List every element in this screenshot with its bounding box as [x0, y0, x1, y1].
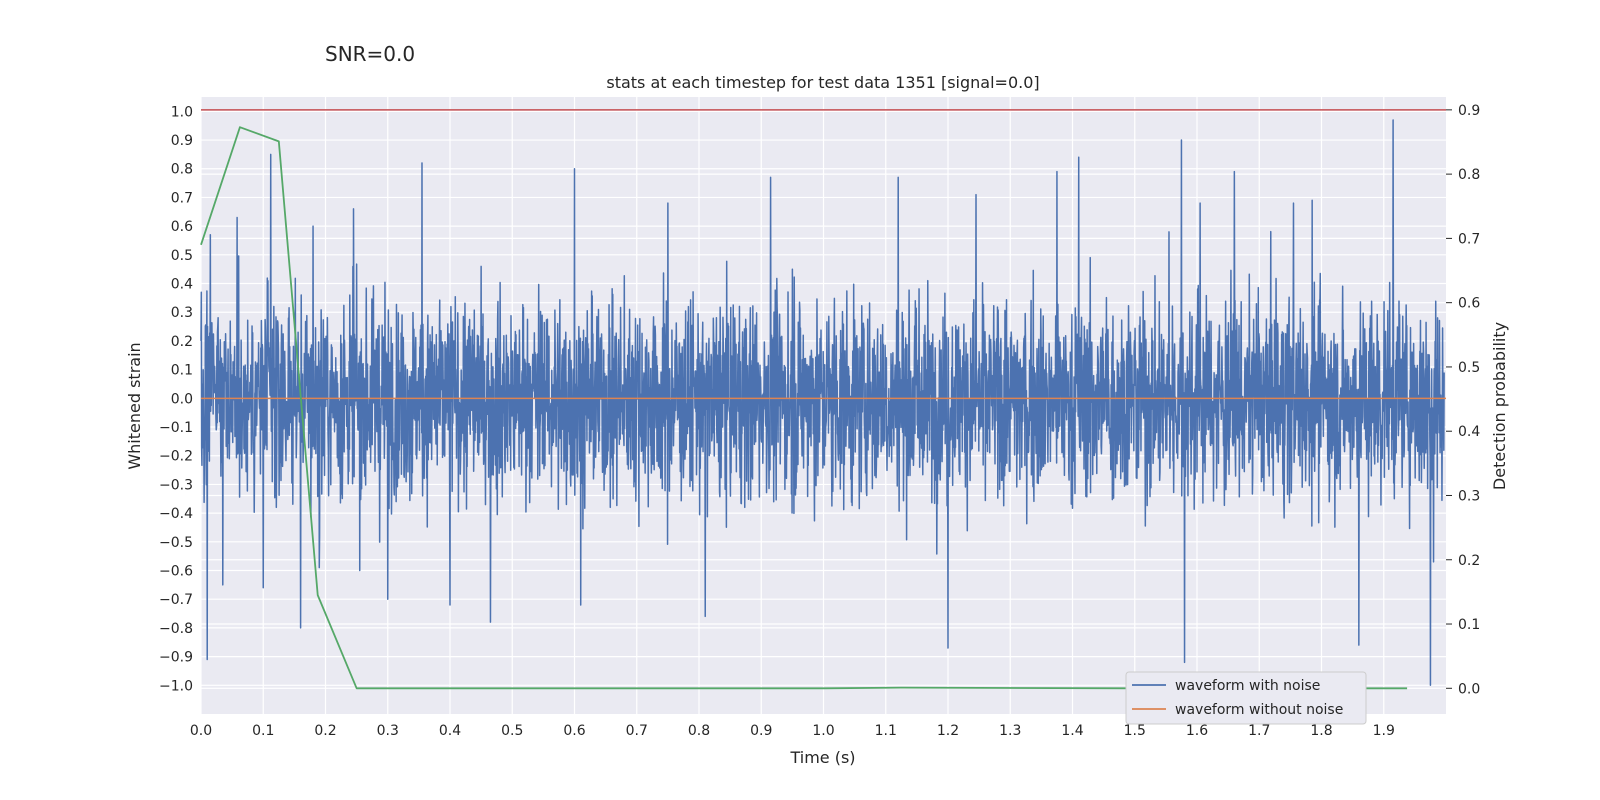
x-tick-label: 1.1 [875, 723, 897, 739]
x-tick-label: 0.7 [626, 723, 648, 739]
y-tick-label: −0.8 [159, 621, 193, 637]
x-tick-label: 0.6 [563, 723, 585, 739]
y-tick-label: −0.4 [159, 506, 193, 522]
x-tick-label: 1.4 [1061, 723, 1083, 739]
y2-tick-label: 0.2 [1458, 553, 1480, 569]
x-tick-label: 1.5 [1124, 723, 1146, 739]
y-tick-label: 0.5 [171, 248, 193, 264]
y-tick-label: −0.3 [159, 477, 193, 493]
y2-tick-label: 0.9 [1458, 103, 1480, 119]
legend-box [1125, 671, 1367, 725]
y-tick-label: 0.6 [171, 219, 193, 235]
x-tick-label: 1.9 [1373, 723, 1395, 739]
chart-suptitle: SNR=0.0 [325, 42, 415, 66]
y2-axis-label: Detection probability [1490, 322, 1509, 490]
x-tick-labels: 0.0 0.1 0.2 0.3 0.4 0.5 0.6 0.7 0.8 0.9 1.0 1.1 1.2 1… [190, 723, 1395, 739]
y-tick-labels: 1.0 0.9 0.8 0.7 0.6 0.5 0.4 0.3 0.2 0.1 0.0 −0.1 −0.… [159, 104, 193, 694]
x-tick-label: 1.0 [812, 723, 834, 739]
legend-label-noise: waveform with noise [1175, 678, 1320, 694]
x-axis-label: Time (s) [789, 748, 855, 767]
series-layer [200, 109, 1446, 690]
y-tick-label: −0.1 [159, 420, 193, 436]
x-tick-label: 0.8 [688, 723, 710, 739]
x-tick-label: 1.7 [1248, 723, 1270, 739]
y-tick-label: −1.0 [159, 678, 193, 694]
chart-title: stats at each timestep for test data 135… [606, 73, 1039, 92]
series-line-waveform-with-noise [200, 119, 1445, 687]
legend: waveform with noise waveform without noi… [1125, 671, 1367, 725]
y2-tick-label: 0.4 [1458, 424, 1480, 440]
x-tick-label: 0.4 [439, 723, 461, 739]
y2-tick-label: 0.5 [1458, 360, 1480, 376]
legend-label-clean: waveform without noise [1175, 702, 1343, 718]
y2-tick-label: 0.6 [1458, 296, 1480, 312]
y2-tick-label: 0.7 [1458, 231, 1480, 247]
y-tick-label: 0.3 [171, 305, 193, 321]
y-tick-label: 0.9 [171, 133, 193, 149]
x-tick-label: 1.2 [937, 723, 959, 739]
x-tick-label: 0.9 [750, 723, 772, 739]
y-tick-label: 0.7 [171, 190, 193, 206]
y2-tick-label: 0.8 [1458, 167, 1480, 183]
x-tick-label: 0.0 [190, 723, 212, 739]
y-tick-label: 0.0 [171, 391, 193, 407]
y-tick-label: −0.9 [159, 650, 193, 666]
x-tick-label: 1.8 [1310, 723, 1332, 739]
y-tick-label: 0.1 [171, 363, 193, 379]
x-tick-label: 1.6 [1186, 723, 1208, 739]
y2-tick-label: 0.0 [1458, 681, 1480, 697]
x-tick-label: 0.1 [252, 723, 274, 739]
y2-tick-label: 0.3 [1458, 488, 1480, 504]
y2-tick-label: 0.1 [1458, 617, 1480, 633]
y-tick-label: 0.4 [171, 277, 193, 293]
y-tick-label: −0.6 [159, 564, 193, 580]
y-tick-label: −0.7 [159, 592, 193, 608]
y-tick-label: 1.0 [171, 104, 193, 120]
y-tick-label: −0.5 [159, 535, 193, 551]
y-tick-label: 0.8 [171, 162, 193, 178]
y2-tick-labels: 0.9 0.8 0.7 0.6 0.5 0.4 0.3 0.2 0.1 0.0 [1446, 103, 1480, 697]
y-tick-label: −0.2 [159, 449, 193, 465]
y-tick-label: 0.2 [171, 334, 193, 350]
series-line-detection-probability [200, 126, 1408, 690]
x-tick-label: 0.3 [377, 723, 399, 739]
x-tick-label: 0.2 [314, 723, 336, 739]
x-tick-label: 1.3 [999, 723, 1021, 739]
x-tick-label: 0.5 [501, 723, 523, 739]
y-axis-label: Whitened strain [125, 342, 144, 469]
